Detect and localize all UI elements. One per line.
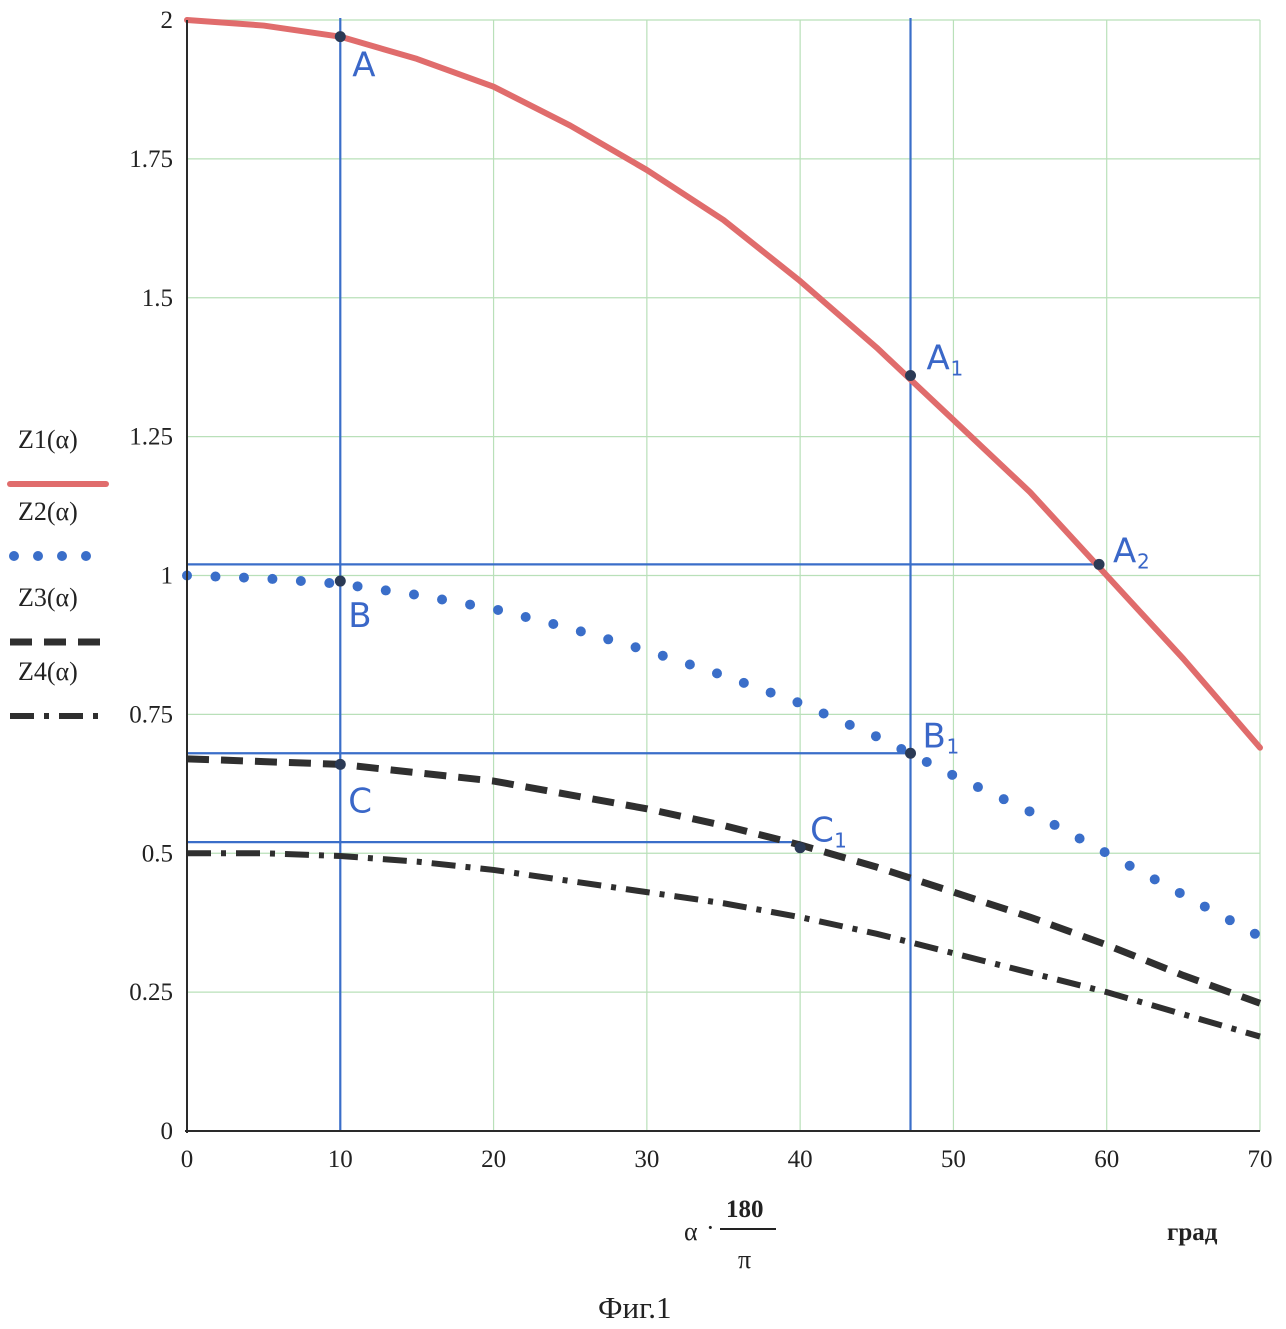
tick-labels: 0 10 20 30 40 50 60 70 0 0.25 0.5 0.75 1 1.25 1.5 1.75 2 — [129, 7, 1272, 1173]
legend-label: Z2(α) — [18, 497, 78, 526]
x-axis-label-dot: · — [706, 1213, 715, 1242]
y-tick-label: 2 — [161, 7, 174, 34]
point-label: B — [923, 716, 946, 756]
x-axis-label-prefix: α — [684, 1217, 698, 1246]
point-marker — [1093, 558, 1105, 570]
y-tick-label: 0.25 — [129, 979, 173, 1006]
point-marker — [905, 747, 917, 759]
y-tick-label: 1.25 — [129, 424, 173, 451]
y-tick-label: 1.5 — [142, 285, 173, 312]
point-label: A — [352, 46, 375, 86]
point-label: A — [1113, 531, 1136, 571]
x-axis-label: α · 180 π град — [684, 1196, 1218, 1274]
x-axis-label-denominator: π — [738, 1245, 751, 1274]
marked-points: AA 1A 2BB 1CC 1 — [334, 31, 1150, 854]
x-tick-label: 10 — [328, 1146, 353, 1173]
point-marker — [794, 842, 806, 854]
legend-label: Z1(α) — [18, 425, 78, 454]
legend-label: Z3(α) — [18, 583, 78, 612]
figure-caption: Фиг.1 — [598, 1290, 672, 1325]
point-label-subscript: 2 — [1137, 549, 1150, 573]
point-marker — [334, 575, 346, 587]
point-label: C — [810, 811, 834, 851]
y-tick-label: 0 — [161, 1118, 174, 1145]
x-tick-label: 40 — [788, 1146, 813, 1173]
x-tick-label: 30 — [634, 1146, 659, 1173]
point-marker — [905, 370, 917, 382]
series-line-3 — [186, 755, 1262, 1007]
point-label: C — [348, 781, 372, 821]
x-axis-label-numerator: 180 — [726, 1196, 764, 1223]
point-label-subscript: 1 — [951, 357, 964, 381]
point-label: B — [348, 596, 371, 636]
point-label-subscript: 1 — [834, 829, 847, 853]
x-tick-label: 60 — [1094, 1146, 1119, 1173]
axes — [185, 20, 1260, 1133]
x-tick-label: 70 — [1248, 1146, 1273, 1173]
legend: Z1(α) Z2(α) Z3(α) Z4(α) — [7, 425, 111, 719]
y-tick-label: 1 — [161, 563, 174, 590]
point-marker — [334, 31, 346, 43]
series-line-4 — [187, 850, 1261, 1040]
point-label-subscript: 1 — [947, 734, 960, 758]
point-marker — [334, 758, 346, 770]
x-tick-label: 0 — [181, 1146, 194, 1173]
y-tick-label: 0.5 — [142, 840, 173, 867]
legend-label: Z4(α) — [18, 657, 78, 686]
y-tick-label: 1.75 — [129, 146, 173, 173]
x-axis-unit: град — [1167, 1219, 1218, 1246]
series-lines — [182, 17, 1265, 1040]
x-tick-label: 20 — [481, 1146, 506, 1173]
series-line-2 — [182, 570, 1265, 942]
series-line-1 — [184, 17, 1263, 751]
reference-lines — [187, 18, 1100, 1131]
x-tick-label: 50 — [941, 1146, 966, 1173]
y-tick-label: 0.75 — [129, 701, 173, 728]
point-label: A — [927, 339, 950, 379]
